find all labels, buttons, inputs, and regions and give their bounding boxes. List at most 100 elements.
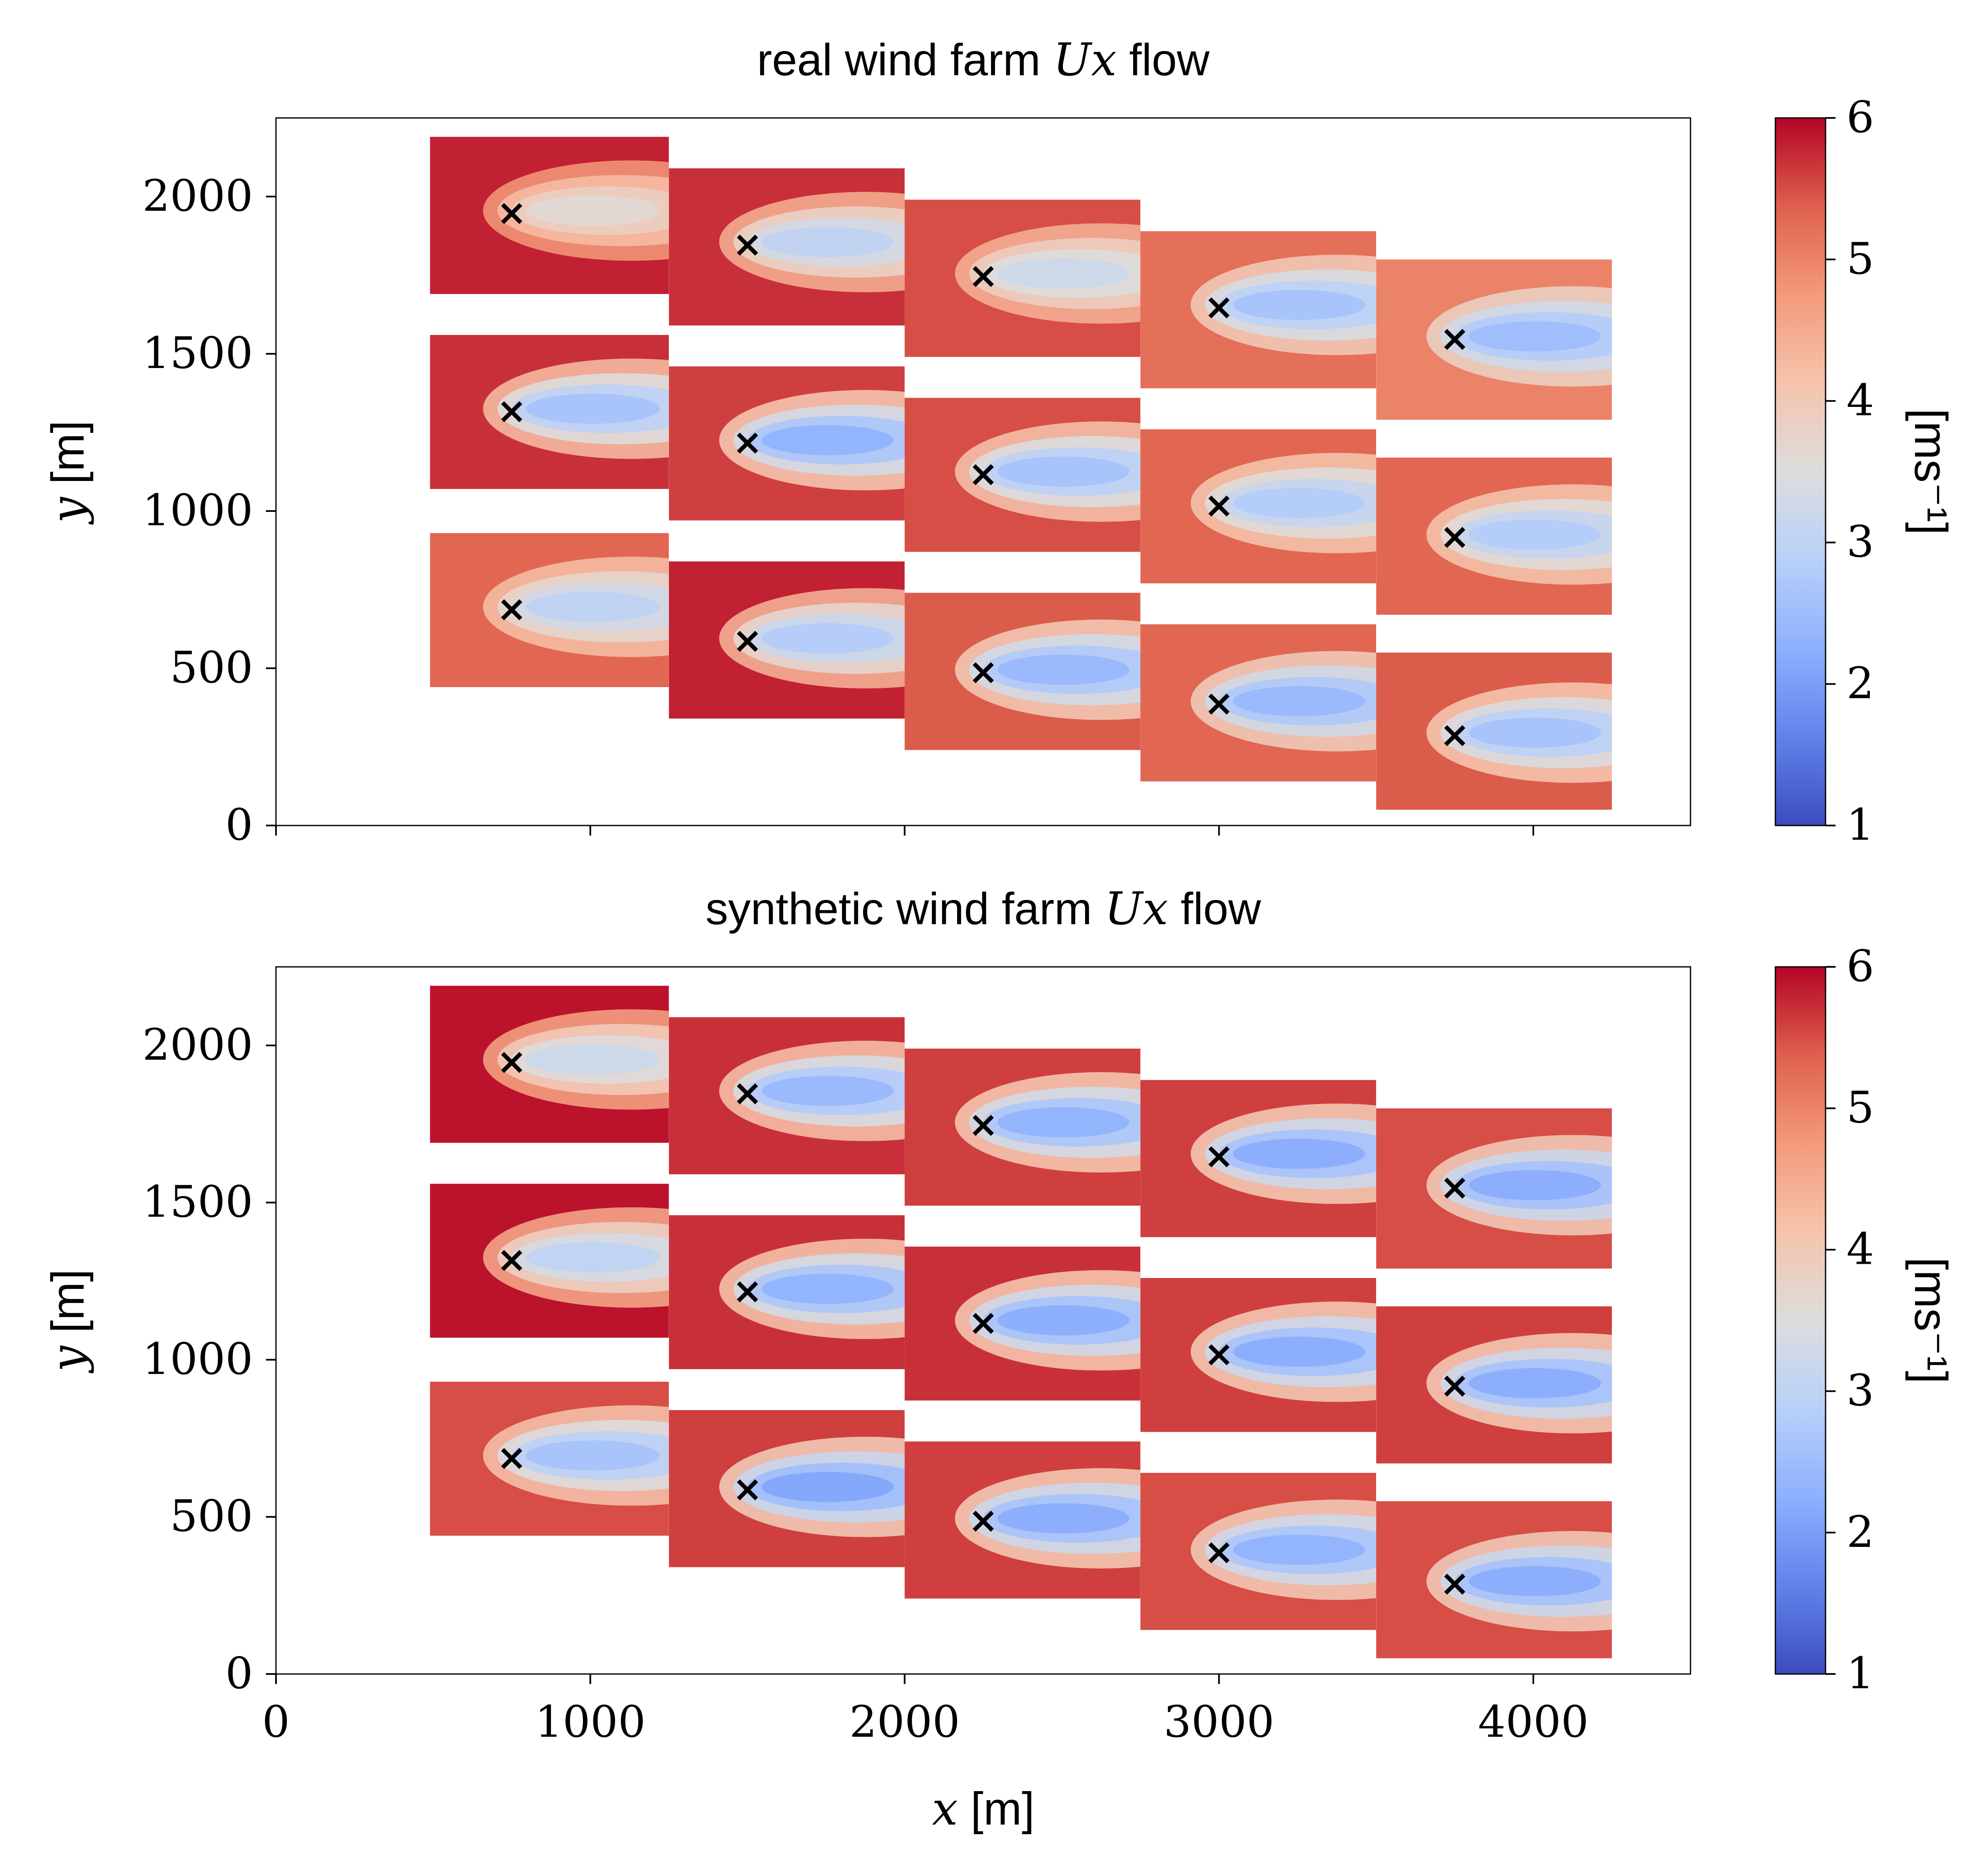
wake-region: [1233, 488, 1365, 518]
flow-field: [430, 986, 1612, 1659]
wake-region: [761, 1076, 894, 1106]
flow-tile: [430, 1183, 669, 1338]
turbine-marker: ×: [497, 1239, 527, 1280]
x-tick-label: 4000: [1478, 1696, 1589, 1747]
flow-tile: [430, 137, 669, 294]
wake-region: [1233, 290, 1365, 320]
turbine-marker: ×: [968, 453, 998, 495]
x-axis-label: x [m]: [932, 1782, 1034, 1835]
wake-region: [1233, 1337, 1365, 1367]
colorbar-tick-label: 5: [1846, 1082, 1874, 1133]
wake-region: [526, 195, 660, 226]
flow-tile: [1140, 1473, 1376, 1630]
wake-region: [761, 623, 894, 654]
flow-tile: [904, 593, 1141, 750]
flow-tile: [669, 1215, 905, 1369]
flow-tile: [1140, 1278, 1376, 1432]
wake-region: [1468, 1170, 1601, 1201]
wake-region: [1468, 519, 1601, 550]
wake-region: [761, 425, 894, 455]
turbine-marker: ×: [1440, 516, 1470, 557]
turbine-marker: ×: [1440, 1365, 1470, 1406]
colorbar-gradient: [1775, 117, 1826, 826]
flow-field: [430, 137, 1612, 810]
colorbar-tick-label: 5: [1846, 233, 1874, 284]
x-tick-label: 2000: [849, 1696, 960, 1747]
flow-tile: [1376, 1306, 1612, 1464]
turbine-marker: ×: [497, 390, 527, 432]
colorbar-tick-label: 2: [1846, 1506, 1874, 1557]
turbine-marker: ×: [1440, 714, 1470, 756]
turbine-marker: ×: [733, 619, 763, 661]
wake-region: [1233, 686, 1365, 716]
flow-tile: [669, 1410, 905, 1567]
colorbar-label: [ms⁻¹]: [1905, 1257, 1956, 1383]
wake-region: [761, 1472, 894, 1502]
y-axis-label: y [m]: [41, 1269, 94, 1374]
turbine-marker: ×: [1440, 317, 1470, 359]
turbine-marker: ×: [968, 1104, 998, 1145]
flow-tile: [669, 561, 905, 719]
colorbar-tick-label: 3: [1846, 1365, 1874, 1416]
wake-region: [997, 654, 1130, 685]
flow-tile: [430, 986, 669, 1143]
turbine-marker: ×: [1204, 682, 1234, 724]
colorbar-tick-label: 6: [1846, 941, 1874, 992]
wake-region: [997, 1503, 1130, 1534]
turbine-marker: ×: [497, 1436, 527, 1478]
y-tick-label: 2000: [142, 170, 253, 221]
turbine-marker: ×: [497, 1040, 527, 1082]
panel-real: × × × × × × × × × × × × × × × 0 500 1000 1500 2000 real wind…: [41, 34, 1956, 850]
flow-tile: [430, 335, 669, 489]
wake-region: [526, 1242, 660, 1273]
flow-tile: [1376, 1108, 1612, 1269]
flow-tile: [430, 533, 669, 688]
wake-region: [1468, 717, 1601, 748]
flow-tile: [904, 1246, 1141, 1401]
colorbar-tick-label: 4: [1846, 1223, 1874, 1274]
y-tick-label: 1000: [142, 1333, 253, 1384]
turbine-marker: ×: [733, 1270, 763, 1312]
y-tick-label: 500: [170, 642, 253, 693]
turbine-marker: ×: [968, 255, 998, 296]
x-tick-label: 3000: [1164, 1696, 1274, 1747]
chart-title: synthetic wind farm Ux flow: [705, 883, 1261, 935]
turbine-marker: ×: [733, 1072, 763, 1114]
colorbar-tick-label: 2: [1846, 658, 1874, 709]
y-tick-label: 1500: [142, 1176, 253, 1227]
wake-region: [1468, 1368, 1601, 1398]
wake-region: [997, 258, 1130, 289]
colorbar: 1 2 3 4 5 6 [ms⁻¹]: [1775, 92, 1956, 850]
turbine-marker: ×: [497, 588, 527, 630]
wake-region: [997, 1305, 1130, 1336]
flow-tile: [1376, 457, 1612, 615]
flow-tile: [430, 1382, 669, 1536]
axes-frame: [275, 117, 1691, 826]
flow-tile: [1140, 429, 1376, 583]
colorbar-gradient: [1775, 966, 1826, 1675]
x-tick-label: 1000: [535, 1696, 646, 1747]
wake-region: [1468, 321, 1601, 352]
wake-region: [526, 1044, 660, 1075]
wake-region: [997, 1107, 1130, 1137]
colorbar-label: [ms⁻¹]: [1905, 409, 1956, 535]
colorbar-tick-label: 4: [1846, 375, 1874, 426]
wake-region: [761, 1274, 894, 1304]
wake-region: [1233, 1534, 1365, 1565]
flow-tile: [1376, 259, 1612, 420]
flow-tile: [669, 1017, 905, 1175]
turbine-marker: ×: [1204, 286, 1234, 328]
chart-title: real wind farm Ux flow: [757, 34, 1210, 86]
y-tick-label: 1500: [142, 327, 253, 378]
wake-region: [526, 592, 660, 622]
turbine-marker: ×: [968, 651, 998, 693]
x-tick-label: 0: [262, 1696, 290, 1747]
y-axis-label: y [m]: [41, 420, 94, 525]
colorbar-tick-label: 3: [1846, 516, 1874, 567]
wake-region: [526, 394, 660, 424]
flow-tile: [904, 1441, 1141, 1599]
turbine-marker: ×: [1204, 484, 1234, 526]
y-tick-label: 500: [170, 1490, 253, 1541]
turbine-marker: ×: [1204, 1333, 1234, 1375]
wake-region: [526, 1440, 660, 1471]
